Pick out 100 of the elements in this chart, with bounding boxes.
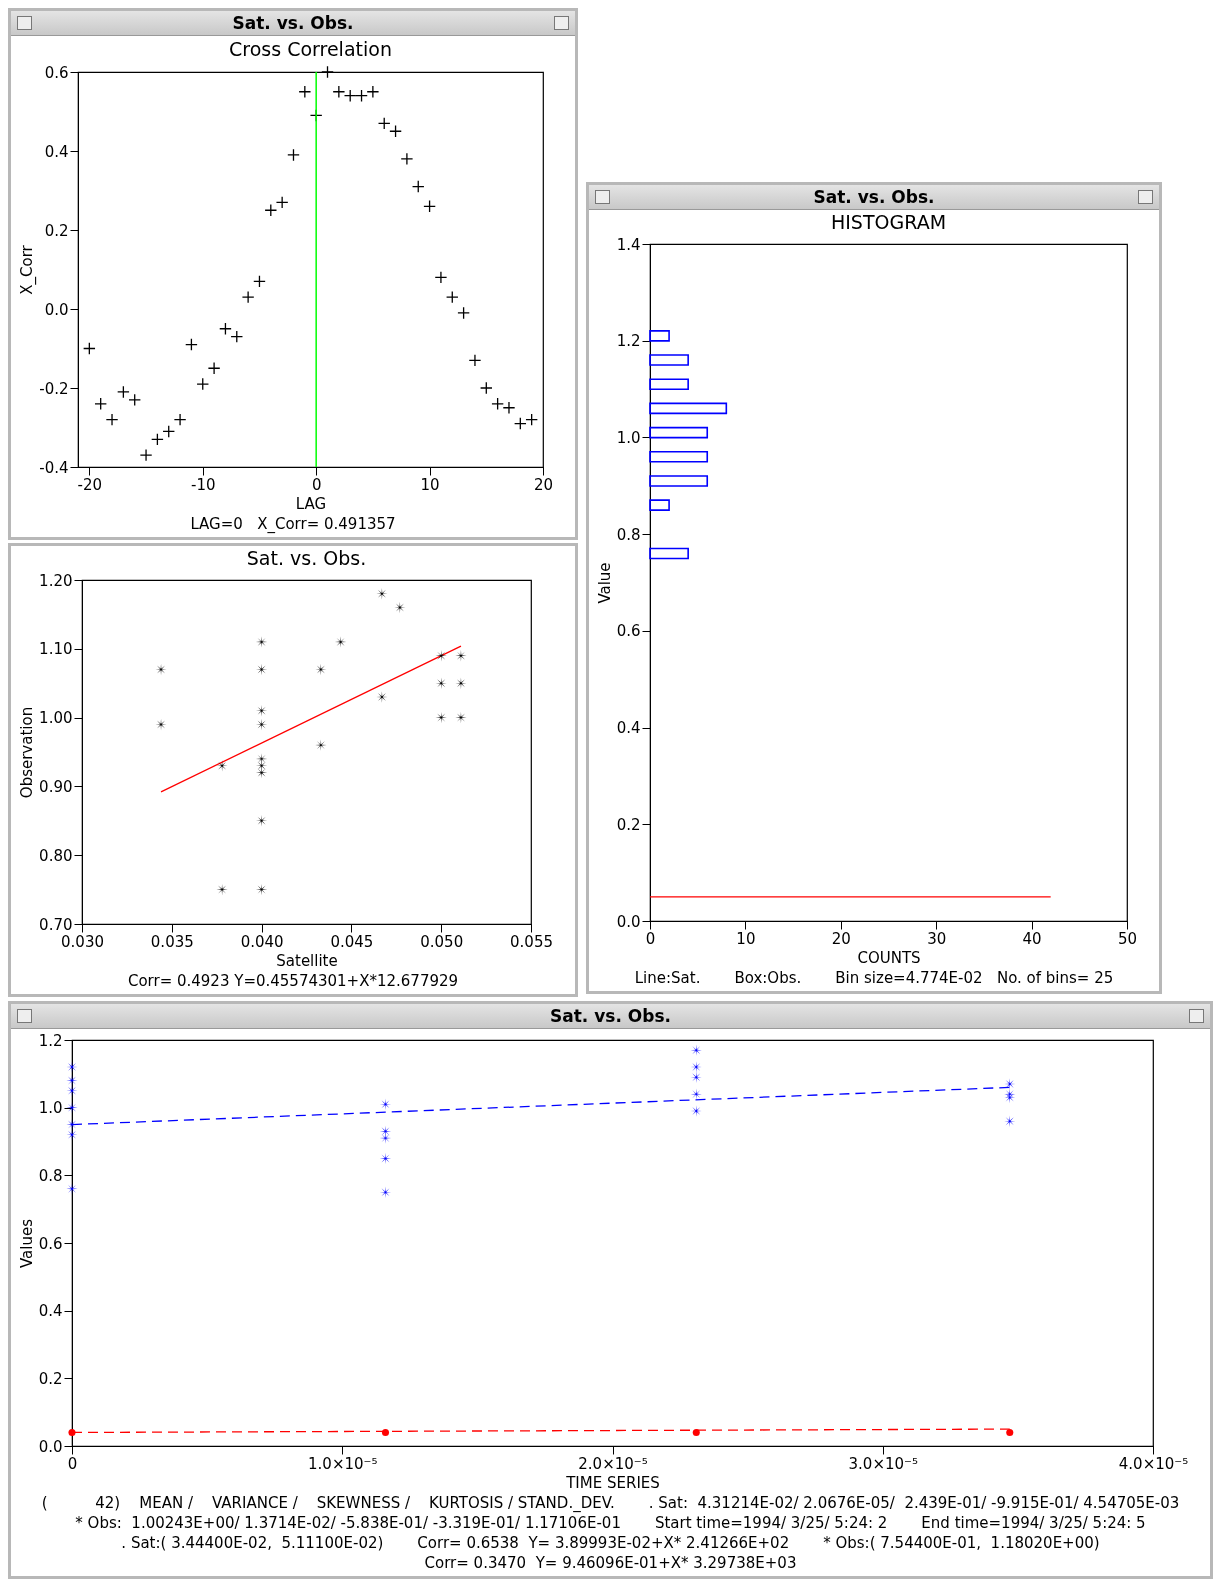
y-tick-label: 0.70 <box>39 915 73 934</box>
y-axis-title: Value <box>595 562 614 604</box>
text: . Sat:( 3.44400E-02, 5.11100E-02) <box>121 1534 384 1552</box>
x-axis-title: Satellite <box>276 951 338 970</box>
y-tick-label: 0.4 <box>616 719 641 738</box>
x-tick-label: 0.045 <box>330 932 374 951</box>
text: Corr= 0.6538 Y= 3.89993E-02+X* 2.41266E+02 <box>417 1534 790 1552</box>
x-tick-label: 0 <box>67 1454 78 1473</box>
point <box>423 199 436 213</box>
x-tick-label: 0.050 <box>420 932 464 951</box>
point <box>275 196 289 209</box>
point <box>468 354 482 367</box>
x-tick-label: 40 <box>1022 929 1042 948</box>
point <box>411 180 425 193</box>
y-tick-label: 0.90 <box>39 777 73 796</box>
point <box>1006 1428 1014 1436</box>
point <box>377 117 391 130</box>
x-tick-label: 50 <box>1117 929 1138 948</box>
x-tick-label: 4.0×10⁻⁵ <box>1118 1454 1189 1473</box>
y-tick-label: 1.10 <box>39 640 73 659</box>
y-tick-label: 0.6 <box>38 1234 63 1253</box>
x-tick-label: 0 <box>645 929 656 948</box>
x-tick-label: 0 <box>311 475 322 494</box>
point <box>255 663 268 676</box>
y-tick-label: 0.2 <box>44 221 69 240</box>
point <box>128 393 142 407</box>
point <box>117 385 130 399</box>
point <box>230 330 244 343</box>
y-tick-label: 1.0 <box>616 428 641 447</box>
y-tick-label: 1.2 <box>38 1031 63 1050</box>
y-tick-label: 1.00 <box>39 709 73 728</box>
point <box>692 1428 700 1436</box>
point <box>255 766 268 779</box>
y-tick-label: 0.8 <box>38 1166 63 1185</box>
text: Line:Sat. <box>634 969 701 987</box>
point <box>355 89 368 103</box>
point <box>185 338 198 351</box>
x-tick-label: 20 <box>533 475 554 494</box>
x-tick-label: 20 <box>831 929 851 948</box>
point <box>196 377 210 391</box>
x-tick-label: 0.055 <box>510 932 553 951</box>
y-axis-title: X_Corr <box>18 244 38 295</box>
point <box>321 65 334 79</box>
point <box>491 397 504 411</box>
y-tick-label: 0.80 <box>39 846 73 865</box>
y-tick-label: 0.2 <box>38 1369 63 1388</box>
point <box>139 448 153 462</box>
point <box>255 718 268 731</box>
y-tick-label: 0.8 <box>616 525 641 544</box>
y-tick-label: 0.2 <box>616 815 641 834</box>
point <box>219 322 232 336</box>
point <box>253 275 266 288</box>
point <box>525 413 539 426</box>
x-tick-label: 0.035 <box>150 932 194 951</box>
point <box>66 1061 78 1073</box>
chart-subtitle: HISTOGRAM <box>830 211 947 233</box>
text: Corr= 0.3470 Y= 9.46096E-01+X* 3.29738E+03 <box>424 1554 797 1572</box>
point <box>68 1428 76 1436</box>
chart-subtitle: Sat. vs. Obs. <box>246 547 367 569</box>
x-tick-label: 10 <box>736 929 756 948</box>
text: Start time=1994/ 3/25/ 5:24: 2 <box>654 1514 888 1532</box>
y-tick-label: -0.4 <box>39 458 69 477</box>
text: LAG=0 X_Corr= 0.491357 <box>190 515 396 533</box>
point <box>82 342 96 355</box>
y-tick-label: 1.4 <box>616 235 641 254</box>
point <box>343 89 357 103</box>
point <box>376 691 388 703</box>
y-tick-label: 1.0 <box>38 1099 63 1118</box>
chart-title: Sat. vs. Obs. <box>11 11 575 36</box>
point <box>457 306 470 320</box>
x-axis-title: TIME SERIES <box>565 1473 660 1492</box>
point <box>298 85 312 99</box>
point <box>400 152 414 166</box>
x-tick-label: 0.040 <box>240 932 284 951</box>
y-tick-label: 0.4 <box>44 142 69 161</box>
x-tick-label: 2.0×10⁻⁵ <box>578 1454 648 1473</box>
text: ( 42) MEAN / VARIANCE / SKEWNESS / KURTOSIS / STAND._DEV. <box>41 1494 615 1512</box>
point <box>207 361 221 375</box>
x-tick-label: 10 <box>420 475 440 494</box>
text: End time=1994/ 3/25/ 5:24: 5 <box>921 1514 1146 1532</box>
y-axis-title: Values <box>17 1218 36 1269</box>
y-axis-title: Observation <box>18 706 37 799</box>
point <box>445 290 459 304</box>
point <box>151 433 164 446</box>
text: . Sat: 4.31214E-02/ 2.0676E-05/ 2.439E-01/ -9.915E-01/ 4.54705E-03 <box>648 1494 1180 1512</box>
x-tick-label: 3.0×10⁻⁵ <box>848 1454 918 1473</box>
point <box>366 85 380 99</box>
chart-title: Sat. vs. Obs. <box>589 185 1159 210</box>
x-tick-label: 0.030 <box>61 932 104 951</box>
text: * Obs: 1.00243E+00/ 1.3714E-02/ -5.838E-01/ -3.319E-01/ 1.17106E-01 <box>75 1514 621 1532</box>
y-tick-label: 1.20 <box>39 571 73 590</box>
point <box>173 413 187 426</box>
x-tick-label: -20 <box>77 475 103 494</box>
x-axis-title: COUNTS <box>857 948 921 967</box>
point <box>94 397 108 411</box>
y-tick-label: 0.0 <box>38 1437 63 1456</box>
y-tick-label: 0.0 <box>616 912 641 931</box>
point <box>513 417 527 430</box>
chart-subtitle: Cross Correlation <box>229 37 392 60</box>
point <box>479 381 493 395</box>
